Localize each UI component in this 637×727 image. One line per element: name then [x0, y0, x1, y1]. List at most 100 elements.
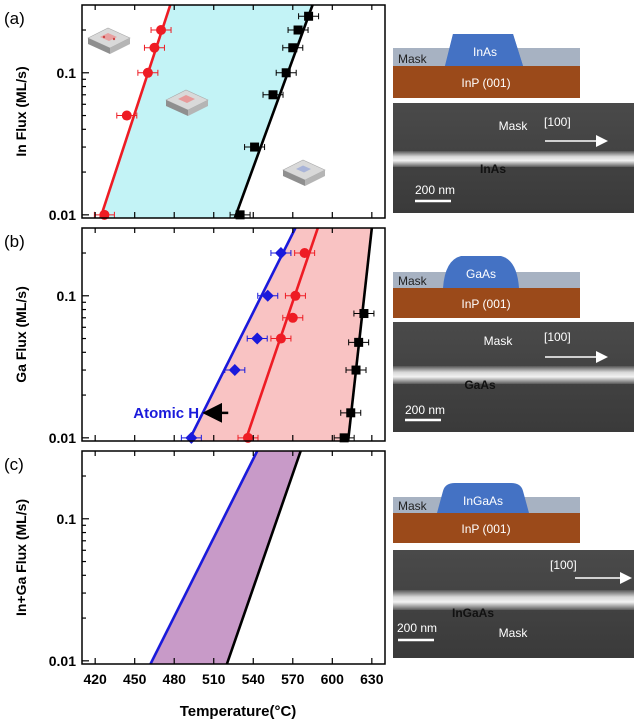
data-point-s1-0 [235, 210, 245, 220]
schematic-film-label: InAs [473, 45, 497, 59]
sem-image-ingaas: [100] InGaAs Mask 200 nm [393, 550, 634, 658]
data-point-s1-3 [290, 290, 301, 301]
data-point-s1-4 [288, 43, 298, 53]
data-points-b [180, 247, 375, 444]
schematic-gaas: Mask GaAs InP (001) [393, 256, 580, 318]
fit-line-1 [225, 450, 302, 665]
y-axis-label-b: Ga Flux (ML/s) [13, 286, 29, 382]
data-points-a [93, 11, 320, 220]
schematic-substrate-label: InP (001) [461, 76, 510, 90]
plot-frame-b [81, 227, 386, 442]
data-point-s1-1 [275, 333, 286, 344]
x-ticks-a [94, 5, 373, 218]
sample-icon-rough [87, 27, 131, 54]
panel-label-b: (b) [4, 232, 25, 251]
y-ticks-c: 0.01 0.1 [49, 475, 89, 669]
schematic-film-label: InGaAs [463, 494, 503, 508]
data-point-s0-2 [251, 332, 264, 345]
film [437, 483, 529, 513]
x-tick-label: 420 [83, 671, 107, 687]
fit-lines-a [99, 4, 314, 219]
sem-wire-label: InAs [480, 162, 506, 176]
data-point-s1-1 [250, 142, 260, 152]
fit-line-0 [99, 4, 172, 219]
data-point-s1-2 [268, 90, 278, 100]
schematic-mask-label: Mask [398, 52, 428, 66]
x-tick-label: 540 [242, 671, 266, 687]
sample-icon-pink [165, 89, 209, 116]
data-point-s1-3 [281, 68, 291, 78]
x-tick-label: 450 [123, 671, 147, 687]
fill-region-a [100, 5, 313, 218]
atomic-h-annotation: Atomic H [133, 405, 199, 422]
x-tick-label: 600 [321, 671, 345, 687]
x-tick-label: 630 [360, 671, 384, 687]
schematic-substrate-label: InP (001) [461, 297, 510, 311]
nanowire-strip [393, 366, 634, 384]
data-point-s0-4 [156, 25, 167, 36]
fit-line-2 [346, 227, 374, 442]
plot-frame-a [81, 4, 386, 219]
data-point-s2-3 [354, 337, 364, 347]
panel-b: 0.01 0.1 Ga Flux (ML/s) (b) Atomic H [4, 227, 386, 446]
panel-a: 0.01 0.1 In Flux (ML/s) (a) [4, 4, 386, 223]
sem-mask-label: Mask [484, 334, 514, 348]
x-tick-label: 510 [202, 671, 226, 687]
schematic-substrate-label: InP (001) [461, 522, 510, 536]
substrate [393, 66, 580, 98]
x-tick-label: 480 [163, 671, 187, 687]
y-tick-label: 0.01 [49, 430, 76, 446]
data-point-s1-2 [287, 312, 298, 323]
x-tick-label: 570 [281, 671, 305, 687]
y-tick-label: 0.1 [57, 511, 77, 527]
data-point-s0-3 [149, 42, 160, 53]
panel-label-c: (c) [4, 455, 24, 474]
fit-line-1 [233, 4, 314, 219]
data-point-s0-1 [228, 364, 241, 377]
scale-bar-label: 200 nm [415, 183, 455, 197]
data-point-s2-4 [359, 309, 369, 319]
data-point-s0-1 [121, 110, 132, 121]
fill-between [150, 451, 301, 664]
sem-image-inas: Mask [100] InAs 200 nm [393, 103, 634, 213]
panel-c: 0.01 0.1 420 450 480 510 540 570 600 630 In+Ga F… [4, 450, 386, 687]
data-point-s1-5 [293, 25, 303, 35]
x-ticks-b [94, 228, 373, 441]
film [443, 256, 519, 288]
y-tick-label: 0.1 [57, 65, 77, 81]
fill-region-c [150, 451, 301, 664]
data-point-s0-3 [261, 289, 274, 302]
sem-mask-label: Mask [499, 119, 529, 133]
fill-between [100, 5, 313, 218]
plot-frame-c [81, 450, 386, 665]
data-point-s0-2 [142, 67, 153, 78]
nanowire-strip [393, 151, 634, 167]
y-axis-label-c: In+Ga Flux (ML/s) [13, 499, 29, 616]
sem-direction-label: [100] [550, 558, 577, 572]
schematic-film-label: GaAs [466, 267, 496, 281]
x-ticks-c: 420 450 480 510 540 570 600 630 [83, 451, 384, 687]
data-point-s2-0 [339, 433, 349, 443]
scale-bar-label: 200 nm [397, 621, 437, 635]
data-point-s1-4 [299, 248, 310, 259]
schematic-inas: Mask InAs InP (001) [393, 34, 580, 98]
y-tick-label: 0.1 [57, 288, 77, 304]
fit-lines-c [149, 450, 302, 665]
sem-direction-label: [100] [544, 330, 571, 344]
scale-bar-label: 200 nm [405, 403, 445, 417]
schematic-ingaas: Mask InGaAs InP (001) [393, 483, 580, 543]
data-point-s1-6 [304, 11, 314, 21]
y-ticks-b: 0.01 0.1 [49, 252, 89, 446]
panel-label-a: (a) [4, 9, 25, 28]
fit-line-0 [149, 450, 259, 665]
x-axis-label: Temperature(°C) [180, 703, 297, 720]
data-point-s2-2 [351, 365, 361, 375]
sem-direction-label: [100] [544, 115, 571, 129]
sem-wire-label: InGaAs [452, 606, 494, 620]
schematic-mask-label: Mask [398, 499, 428, 513]
y-tick-label: 0.01 [49, 653, 76, 669]
y-axis-label-a: In Flux (ML/s) [13, 66, 29, 156]
sem-image-gaas: Mask [100] GaAs 200 nm [393, 322, 634, 432]
nanowire-strip [393, 590, 634, 610]
